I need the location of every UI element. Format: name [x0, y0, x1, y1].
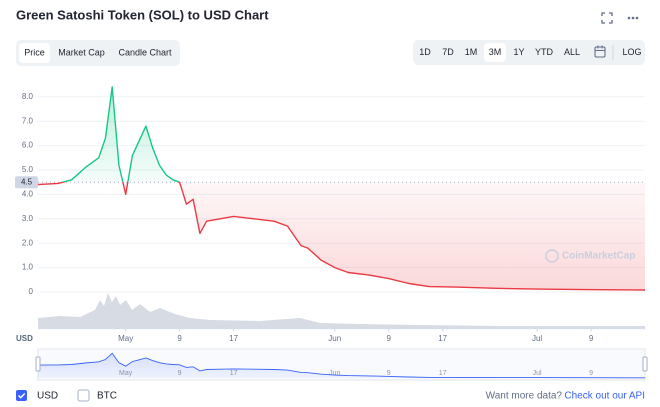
tab-active — [19, 43, 50, 63]
navigator-handle[interactable] — [35, 356, 41, 372]
y-tick-label: 2.0 — [22, 238, 34, 247]
x-tick-label: 9 — [177, 334, 182, 343]
price-line — [37, 86, 646, 291]
y-tick-label: 7.0 — [22, 116, 34, 125]
title: Green Satoshi Token (SOL) to USD Chart — [16, 7, 269, 22]
range-button[interactable]: 1Y — [513, 47, 524, 57]
range-bar — [413, 40, 645, 65]
navigator-tick-label: 9 — [387, 370, 391, 377]
watermark-logo — [545, 249, 559, 263]
range-button[interactable]: 1D — [419, 47, 431, 57]
legend-label[interactable]: USD — [37, 391, 58, 402]
legend-label[interactable]: BTC — [97, 391, 117, 402]
navigator-tick-label: 17 — [439, 370, 447, 377]
x-tick-label: 9 — [589, 334, 594, 343]
y-tick-label: 3.0 — [22, 214, 34, 223]
more-icon[interactable] — [627, 16, 639, 20]
range-active — [484, 43, 506, 62]
tab[interactable]: Market Cap — [58, 47, 105, 57]
y-tick-label: 0 — [29, 287, 34, 296]
calendar-icon[interactable] — [594, 45, 606, 58]
y-tick-label: 6.0 — [22, 141, 34, 150]
navigator-tick-label: 9 — [589, 370, 593, 377]
tab-bar — [16, 40, 180, 66]
x-tick-label: Jul — [532, 334, 542, 343]
navigator-tick-label: Jun — [329, 370, 340, 377]
x-axis-label: USD — [16, 334, 33, 343]
x-tick-label: 17 — [438, 334, 447, 343]
x-tick-label: May — [118, 334, 133, 343]
range-button[interactable]: 3M — [489, 47, 502, 57]
volume-area — [38, 293, 645, 328]
navigator-line — [37, 352, 646, 379]
range-button[interactable]: 7D — [442, 47, 454, 57]
tab[interactable]: Price — [24, 47, 45, 57]
baseline-tag — [15, 176, 38, 189]
checkbox[interactable] — [77, 389, 90, 402]
footer-prompt: Want more data? — [486, 391, 563, 402]
tab[interactable]: Candle Chart — [118, 47, 172, 57]
checkbox[interactable] — [16, 390, 27, 401]
y-tick-label: 5.0 — [22, 165, 34, 174]
x-tick-label: 17 — [229, 334, 238, 343]
log-button[interactable]: LOG — [622, 47, 641, 57]
navigator-handle[interactable] — [642, 356, 648, 372]
y-tick-label: 4.0 — [22, 190, 34, 199]
baseline-label: 4.5 — [21, 177, 33, 186]
navigator-tick-label: Jul — [533, 370, 542, 377]
watermark: CoinMarketCap — [562, 251, 635, 262]
y-tick-label: 1.0 — [22, 263, 34, 272]
footer-link[interactable]: Check out our API — [564, 391, 645, 402]
range-button[interactable]: ALL — [564, 47, 580, 57]
x-tick-label: 9 — [386, 334, 391, 343]
x-tick-label: Jun — [328, 334, 341, 343]
price-area — [38, 87, 645, 290]
check-mark — [17, 392, 26, 399]
expand-icon[interactable] — [601, 12, 613, 24]
range-button[interactable]: YTD — [535, 47, 554, 57]
range-button[interactable]: 1M — [465, 47, 478, 57]
navigator-area — [38, 353, 645, 378]
y-tick-label: 8.0 — [22, 92, 34, 101]
